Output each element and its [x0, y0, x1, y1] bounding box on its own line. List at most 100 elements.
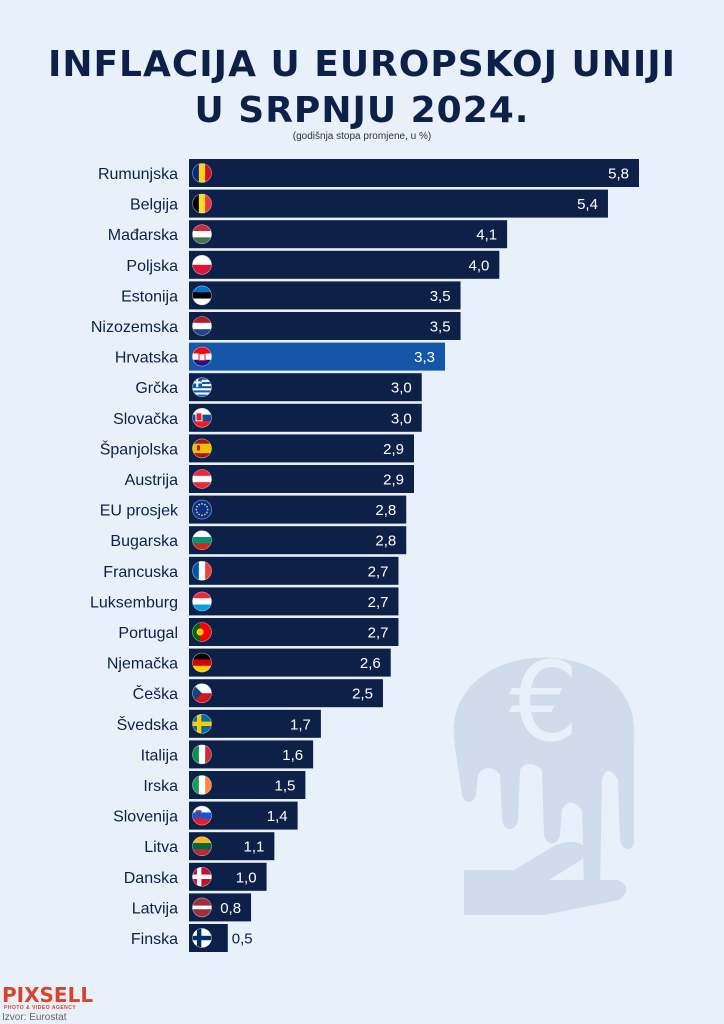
- bar: [189, 220, 508, 249]
- france-flag-icon: [192, 561, 212, 581]
- bar-row: Latvija 0,8: [132, 893, 252, 922]
- category-label: Francuska: [103, 564, 178, 581]
- bar-highlight: [189, 342, 446, 371]
- sweden-flag-icon: [192, 714, 212, 734]
- category-label: Luksemburg: [90, 594, 178, 611]
- bulgaria-flag-icon: [192, 530, 212, 550]
- bar: [189, 403, 422, 432]
- bar-row: Litva 1,1: [144, 832, 275, 861]
- bar: [189, 648, 391, 677]
- value-label: 3,0: [391, 410, 412, 427]
- category-label: Estonija: [121, 288, 178, 305]
- value-label: 4,0: [468, 257, 489, 274]
- value-label: 3,5: [430, 288, 451, 305]
- slovakia-flag-icon: [192, 408, 212, 428]
- estonia-flag-icon: [192, 285, 212, 305]
- value-label: 1,7: [290, 716, 311, 733]
- category-label: EU prosjek: [100, 503, 179, 520]
- bar: [189, 434, 414, 463]
- bar-row: Mađarska 4,1: [108, 220, 508, 249]
- finland-flag-icon: [192, 928, 212, 948]
- bar-row: Luksemburg 2,7: [90, 587, 399, 616]
- bar-row: Rumunjska 5,8: [98, 159, 639, 187]
- source-note: Izvor: Eurostat: [2, 1012, 67, 1023]
- category-label: Italija: [141, 747, 178, 764]
- bar: [189, 465, 414, 493]
- value-label: 1,6: [282, 747, 303, 764]
- poland-flag-icon: [192, 255, 212, 275]
- bar-row: Grčka 3,0: [135, 373, 422, 402]
- category-label: Njemačka: [107, 656, 178, 673]
- spain-flag-icon: [192, 438, 212, 458]
- chart-title-line-1: INFLACIJA U EUROPSKOJ UNIJI: [47, 44, 677, 85]
- chart-title-line-2: U SRPNJU 2024.: [194, 90, 530, 131]
- category-label: Austrija: [125, 472, 178, 489]
- bar: [189, 618, 399, 646]
- value-label: 2,8: [375, 502, 396, 519]
- bar-row: Slovenija 1,4: [113, 801, 298, 830]
- bar-row: Španjolska 2,9: [100, 434, 414, 463]
- category-label: Danska: [124, 870, 178, 887]
- value-label: 1,0: [236, 869, 257, 886]
- bar-row: Austrija 2,9: [125, 465, 414, 493]
- bar-row: Belgija 5,4: [130, 189, 608, 218]
- bar: [189, 373, 422, 402]
- bar: [189, 556, 399, 585]
- bar-row: Estonija 3,5: [121, 281, 461, 310]
- netherlands-flag-icon: [192, 316, 212, 336]
- portugal-flag-icon: [192, 622, 212, 642]
- chart-subtitle: (godišnja stopa promjene, u %): [292, 131, 432, 142]
- ireland-flag-icon: [192, 775, 212, 795]
- value-label: 2,7: [368, 563, 389, 580]
- bar: [189, 281, 461, 310]
- value-label: 4,1: [476, 227, 497, 244]
- category-label: Nizozemska: [91, 319, 178, 336]
- svg-text:€: €: [509, 638, 579, 766]
- bar-row: Njemačka 2,6: [107, 648, 391, 677]
- category-label: Latvija: [132, 900, 178, 917]
- value-label: 5,4: [577, 196, 598, 213]
- value-label: 3,0: [391, 380, 412, 397]
- latvia-flag-icon: [192, 897, 212, 917]
- value-label: 2,6: [360, 655, 381, 672]
- bar: [189, 495, 407, 524]
- austria-flag-icon: [192, 469, 212, 489]
- value-label: 3,3: [414, 349, 435, 366]
- category-label: Mađarska: [108, 227, 178, 244]
- italy-flag-icon: [192, 744, 212, 764]
- bar-row: Poljska 4,0: [126, 250, 500, 279]
- bar: [189, 526, 407, 555]
- slovenia-flag-icon: [192, 806, 212, 826]
- luxembourg-flag-icon: [192, 591, 212, 611]
- value-label: 1,4: [267, 808, 288, 825]
- category-label: Finska: [131, 931, 178, 948]
- value-label: 1,1: [243, 839, 264, 856]
- bar-row: Francuska 2,7: [103, 556, 399, 585]
- croatia-flag-icon: [192, 347, 212, 367]
- hungary-flag-icon: [192, 224, 212, 244]
- value-label: 2,8: [375, 533, 396, 550]
- belgium-flag-icon: [192, 194, 212, 214]
- value-label: 5,8: [608, 166, 629, 183]
- lithuania-flag-icon: [192, 836, 212, 856]
- germany-flag-icon: [192, 653, 212, 673]
- bar-row: Hrvatska 3,3: [115, 342, 446, 371]
- bar-row: Irska 1,5: [143, 771, 306, 799]
- category-label: Irska: [143, 778, 178, 795]
- value-label: 2,9: [383, 472, 404, 489]
- value-label: 2,7: [368, 594, 389, 611]
- bar-row: Bugarska 2,8: [110, 526, 407, 555]
- category-label: Rumunjska: [98, 166, 178, 183]
- bar-row: Slovačka 3,0: [113, 403, 422, 432]
- bar: [189, 250, 500, 279]
- value-label: 2,7: [368, 625, 389, 642]
- chart-title: INFLACIJA U EUROPSKOJ UNIJI U SRPNJU 202…: [0, 42, 724, 134]
- value-label: 2,9: [383, 441, 404, 458]
- bar: [189, 159, 639, 187]
- euro-melting-watermark-icon: €: [453, 638, 635, 915]
- bar: [189, 679, 383, 708]
- category-label: Portugal: [118, 625, 178, 642]
- pixsell-logo: PIXSELL: [2, 983, 94, 1007]
- bar-chart: Rumunjska 5,8 Belgija 5,4 Mađarska 4,1 Poljska…: [90, 159, 639, 952]
- category-label: Češka: [133, 684, 178, 703]
